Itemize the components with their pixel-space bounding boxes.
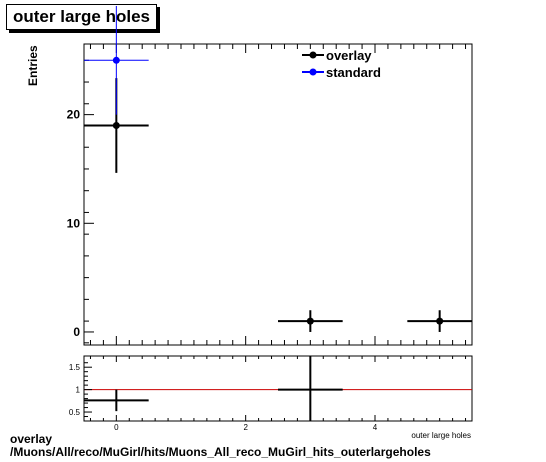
- data-point-overlay: [278, 310, 343, 332]
- ratio-plot-frame: [83, 355, 473, 422]
- data-point-overlay: [407, 310, 472, 332]
- legend-label: overlay: [326, 48, 372, 63]
- legend: overlay standard: [302, 48, 381, 80]
- main-y-axis: 0 10 20: [67, 59, 94, 344]
- caption-line-1: overlay: [10, 432, 53, 446]
- ratio-x-tick-label: 4: [373, 423, 378, 432]
- legend-marker: [309, 51, 317, 59]
- legend-marker: [309, 68, 317, 76]
- ratio-data-point: [84, 389, 149, 412]
- marker: [436, 317, 444, 325]
- ratio-frame-border: [83, 355, 473, 422]
- marker: [112, 56, 120, 64]
- x-axis-label: outer large holes: [411, 431, 471, 440]
- caption-line-2: /Muons/All/reco/MuGirl/hits/Muons_All_re…: [10, 445, 431, 459]
- main-frame-border: [83, 43, 473, 346]
- main-y-tick-label: 20: [67, 108, 81, 122]
- ratio-x-tick-label: 2: [243, 423, 248, 432]
- main-y-tick-label: 0: [73, 325, 80, 339]
- main-plot-frame: [83, 43, 473, 346]
- main-plot-markers: [84, 5, 472, 332]
- ratio-axes: 0 2 4 0.5 1 1.5: [69, 356, 467, 432]
- ratio-data-point: [278, 356, 343, 421]
- ratio-y-tick-label: 1: [76, 386, 81, 395]
- marker: [306, 317, 314, 325]
- marker: [112, 121, 120, 129]
- legend-label: standard: [326, 65, 381, 80]
- ratio-y-tick-label: 0.5: [69, 408, 81, 417]
- main-y-tick-label: 10: [67, 216, 81, 230]
- histogram-caption: overlay /Muons/All/reco/MuGirl/hits/Muon…: [10, 433, 431, 459]
- data-point-standard: [84, 5, 149, 115]
- chart-title: outer large holes: [6, 4, 157, 30]
- ratio-x-tick-label: 0: [114, 423, 119, 432]
- ratio-y-tick-label: 1.5: [69, 363, 81, 372]
- ratio-plot-markers: [84, 356, 343, 421]
- y-axis-label: Entries: [26, 45, 40, 86]
